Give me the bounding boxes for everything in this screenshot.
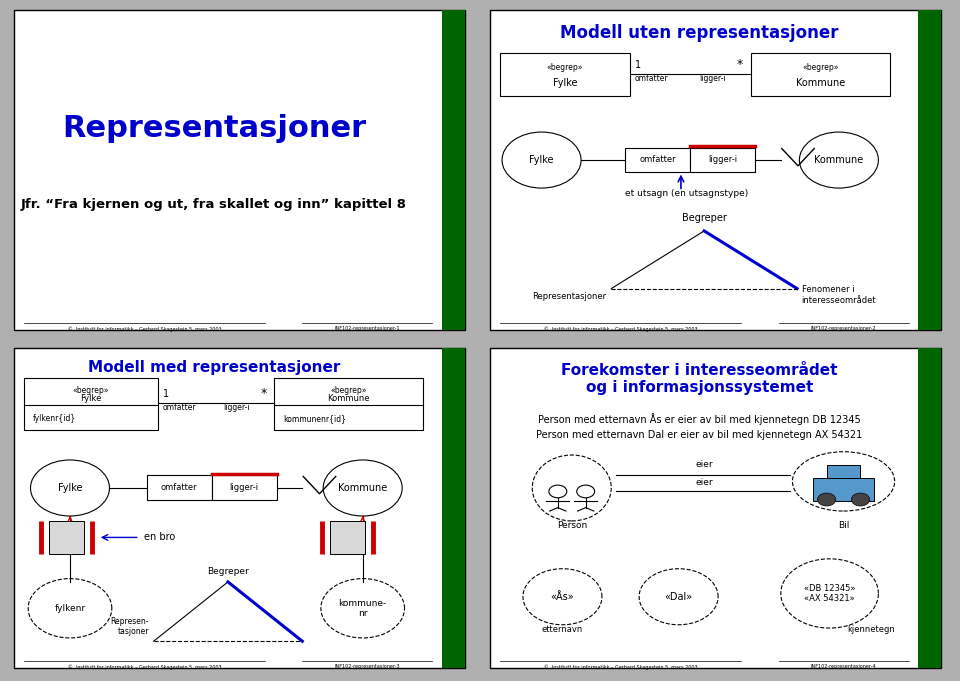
FancyBboxPatch shape <box>500 53 630 96</box>
Text: Kommune: Kommune <box>327 394 370 403</box>
Text: Fylke: Fylke <box>529 155 554 165</box>
FancyBboxPatch shape <box>442 10 465 330</box>
Text: en bro: en bro <box>144 533 176 543</box>
Text: Modell uten representasjoner: Modell uten representasjoner <box>561 25 839 42</box>
Text: et utsagn (en utsagnstype): et utsagn (en utsagnstype) <box>625 189 749 198</box>
FancyBboxPatch shape <box>212 475 276 500</box>
FancyBboxPatch shape <box>491 10 941 330</box>
FancyBboxPatch shape <box>918 10 941 330</box>
FancyBboxPatch shape <box>14 348 465 667</box>
Text: ©  Institutt for informatikk – Gerhard Skagestein 5. mars 2003: © Institutt for informatikk – Gerhard Sk… <box>543 664 697 670</box>
FancyBboxPatch shape <box>827 465 860 478</box>
FancyBboxPatch shape <box>275 377 423 430</box>
Text: 1: 1 <box>635 60 640 69</box>
Text: Person med etternavn Ås er eier av bil med kjennetegn DB 12345: Person med etternavn Ås er eier av bil m… <box>539 413 861 425</box>
Text: «Ås»: «Ås» <box>551 592 574 602</box>
Circle shape <box>324 460 402 516</box>
Text: Fenomener i
interesseområdet: Fenomener i interesseområdet <box>802 285 876 304</box>
FancyBboxPatch shape <box>14 10 465 330</box>
Circle shape <box>800 132 878 188</box>
Text: eier: eier <box>695 460 713 469</box>
Text: Begreper: Begreper <box>682 213 727 223</box>
Text: omfatter: omfatter <box>639 155 676 164</box>
Circle shape <box>818 493 836 506</box>
Text: Kommune: Kommune <box>338 483 387 493</box>
Text: 1: 1 <box>163 390 169 399</box>
FancyBboxPatch shape <box>491 348 941 667</box>
Text: Forekomster i interesseområdet
og i informasjonssystemet: Forekomster i interesseområdet og i info… <box>562 363 838 396</box>
FancyBboxPatch shape <box>330 521 365 554</box>
Text: «DB 12345»
«AX 54321»: «DB 12345» «AX 54321» <box>804 584 855 603</box>
FancyBboxPatch shape <box>49 521 84 554</box>
Text: ligger-i: ligger-i <box>708 155 737 164</box>
Text: Bil: Bil <box>838 520 850 530</box>
FancyBboxPatch shape <box>625 148 690 172</box>
FancyBboxPatch shape <box>918 348 941 667</box>
FancyBboxPatch shape <box>690 148 756 172</box>
Text: Person: Person <box>557 520 587 530</box>
Text: *: * <box>736 58 743 71</box>
Text: Person med etternavn Dal er eier av bil med kjennetegn AX 54321: Person med etternavn Dal er eier av bil … <box>537 430 863 440</box>
Text: ligger-i: ligger-i <box>700 74 726 83</box>
Text: Represen-
tasjoner: Represen- tasjoner <box>110 617 149 636</box>
Text: Representasjoner: Representasjoner <box>62 114 366 143</box>
FancyBboxPatch shape <box>24 377 158 430</box>
Text: Jfr. “Fra kjernen og ut, fra skallet og inn” kapittel 8: Jfr. “Fra kjernen og ut, fra skallet og … <box>21 198 407 211</box>
Text: «begrep»: «begrep» <box>546 63 583 72</box>
Circle shape <box>852 493 870 506</box>
Text: INF102-representasjoner-3: INF102-representasjoner-3 <box>334 664 400 669</box>
Circle shape <box>31 460 109 516</box>
Text: ligger-i: ligger-i <box>229 484 259 492</box>
Text: Fylke: Fylke <box>553 78 577 88</box>
Text: «begrep»: «begrep» <box>802 63 839 72</box>
Text: Kommune: Kommune <box>796 78 845 88</box>
Text: INF102-representasjoner-1: INF102-representasjoner-1 <box>334 326 400 332</box>
Text: kjennetegn: kjennetegn <box>848 625 896 634</box>
Text: «begrep»: «begrep» <box>330 385 367 395</box>
Text: ©  Institutt for informatikk – Gerhard Skagestein 5. mars 2003: © Institutt for informatikk – Gerhard Sk… <box>67 326 221 332</box>
Text: Representasjoner: Representasjoner <box>533 292 607 301</box>
FancyBboxPatch shape <box>751 53 890 96</box>
FancyBboxPatch shape <box>442 348 465 667</box>
Text: INF102-representasjoner-2: INF102-representasjoner-2 <box>811 326 876 332</box>
Text: kommunenr{id}: kommunenr{id} <box>284 414 347 423</box>
Text: kommune-
nr: kommune- nr <box>339 599 387 618</box>
Text: fylkenr: fylkenr <box>55 604 85 613</box>
Text: omfatter: omfatter <box>163 403 197 412</box>
Text: fylkenr{id}: fylkenr{id} <box>33 414 76 423</box>
Text: Kommune: Kommune <box>814 155 864 165</box>
Text: INF102-representasjoner-4: INF102-representasjoner-4 <box>811 664 876 669</box>
Text: Fylke: Fylke <box>58 483 83 493</box>
Text: *: * <box>260 387 267 400</box>
Text: Fylke: Fylke <box>81 394 102 403</box>
Text: «begrep»: «begrep» <box>73 385 109 395</box>
FancyBboxPatch shape <box>813 478 874 501</box>
Text: «Dal»: «Dal» <box>664 592 693 602</box>
Text: ligger-i: ligger-i <box>224 403 250 412</box>
Text: ©  Institutt for informatikk – Gerhard Skagestein 5. mars 2003: © Institutt for informatikk – Gerhard Sk… <box>543 326 697 332</box>
Text: Modell med representasjoner: Modell med representasjoner <box>87 360 340 375</box>
Text: eier: eier <box>695 477 713 487</box>
Text: ©  Institutt for informatikk – Gerhard Skagestein 5. mars 2003: © Institutt for informatikk – Gerhard Sk… <box>67 664 221 670</box>
Text: omfatter: omfatter <box>161 484 198 492</box>
FancyBboxPatch shape <box>147 475 212 500</box>
Text: omfatter: omfatter <box>635 74 668 83</box>
Text: Begreper: Begreper <box>207 567 249 575</box>
Text: etternavn: etternavn <box>541 625 583 634</box>
Circle shape <box>502 132 581 188</box>
